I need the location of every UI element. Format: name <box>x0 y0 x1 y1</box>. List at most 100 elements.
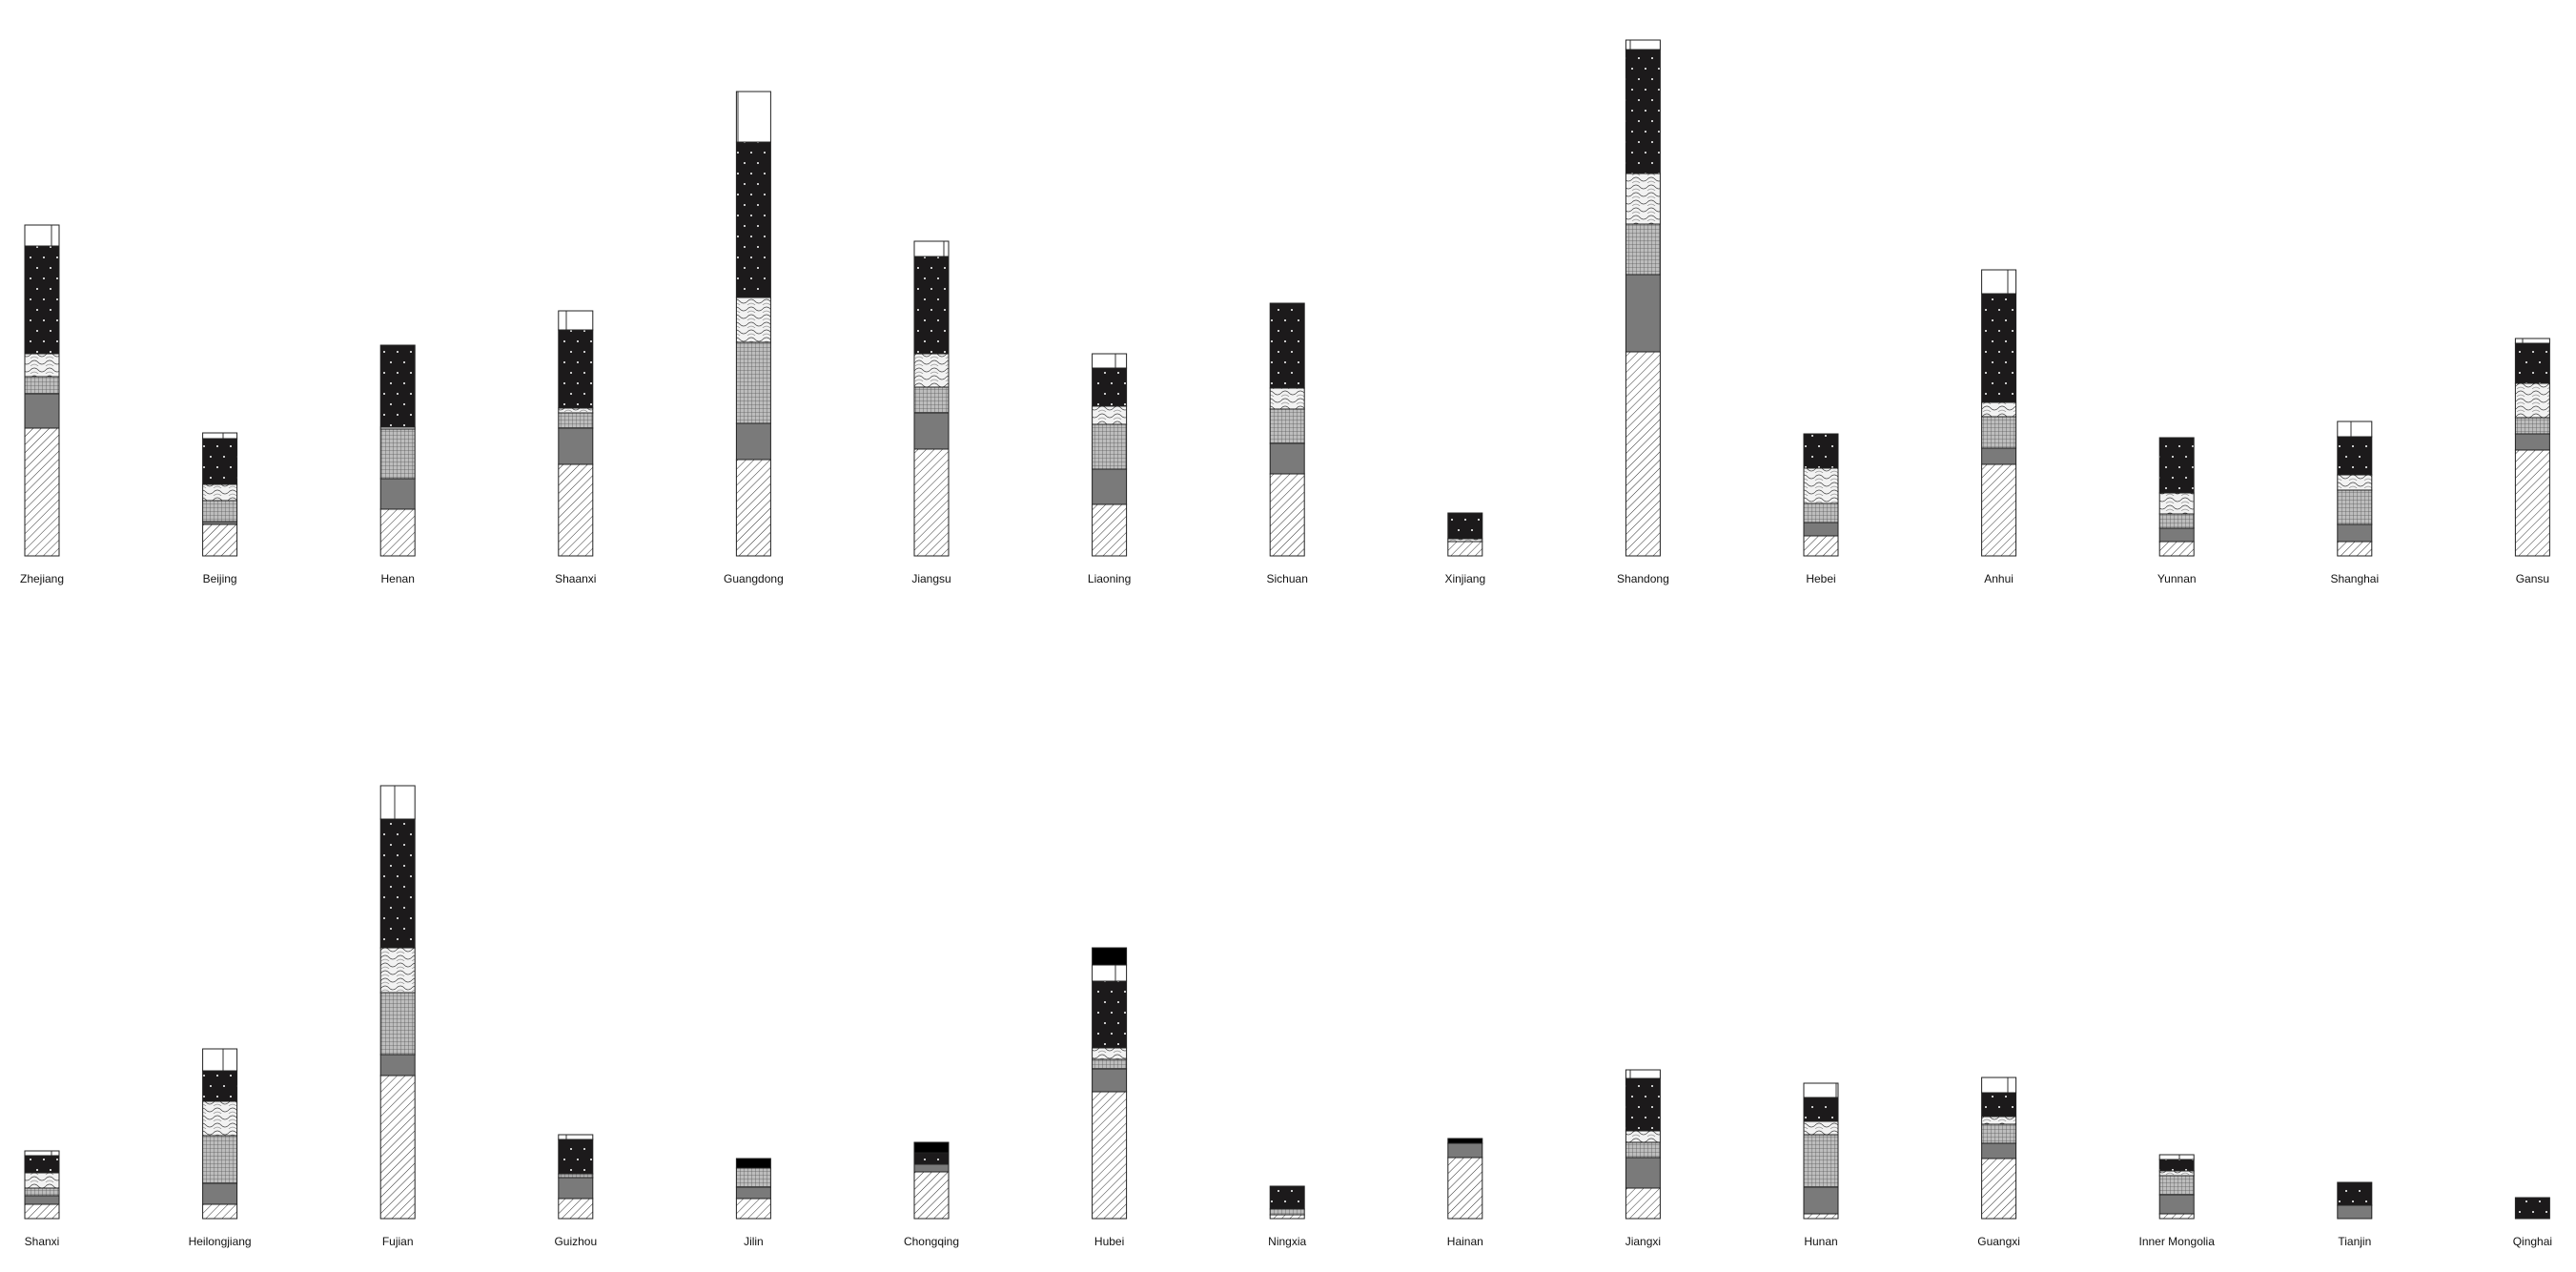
bar-inner-mongolia <box>2158 1154 2195 1220</box>
bar-segment <box>24 245 60 355</box>
bar-segment <box>24 427 60 557</box>
bar-segment <box>1803 1120 1839 1136</box>
bar-yunnan <box>2158 437 2195 557</box>
bar-segment <box>1092 367 1128 407</box>
bar-segment <box>1625 1077 1661 1132</box>
bar-segment <box>1269 1185 1305 1210</box>
bar-segment <box>2337 1204 2373 1220</box>
bar-segment <box>1803 503 1839 523</box>
bar-segment <box>24 1150 60 1157</box>
category-label: Ningxia <box>1268 1235 1306 1248</box>
category-label: Qinghai <box>2513 1235 2552 1248</box>
bar-segment <box>2337 523 2373 543</box>
bar-henan <box>379 344 416 557</box>
bar-guangxi <box>1981 1077 2017 1220</box>
bar-segment <box>1269 442 1305 475</box>
category-label: Liaoning <box>1088 572 1131 585</box>
bar-segment <box>2158 1154 2195 1160</box>
bar-segment <box>913 448 950 557</box>
bar-jiangxi <box>1625 1069 1661 1220</box>
category-label: Jiangxi <box>1625 1235 1661 1248</box>
bar-segment <box>2514 382 2550 419</box>
bar-segment <box>1447 1142 1483 1159</box>
category-label: Hebei <box>1806 572 1835 585</box>
bar-segment <box>379 1054 416 1077</box>
category-label: Tianjin <box>2338 1235 2371 1248</box>
category-label: Jiangsu <box>911 572 951 585</box>
bar-segment <box>558 1134 594 1140</box>
bar-segment <box>1092 947 1128 966</box>
bar-hunan <box>1803 1082 1839 1220</box>
bar-segment <box>1981 1092 2017 1118</box>
category-label: Guangxi <box>1977 1235 2020 1248</box>
bar-segment <box>2337 436 2373 476</box>
category-label: Heilongjiang <box>189 1235 252 1248</box>
bar-segment <box>379 428 416 480</box>
bar-segment <box>1803 1186 1839 1215</box>
bar-segment <box>2514 1197 2550 1220</box>
bar-segment <box>24 1187 60 1197</box>
bar-segment <box>913 1163 950 1173</box>
bar-segment <box>1092 405 1128 425</box>
bar-chongqing <box>913 1141 950 1220</box>
bar-segment <box>202 500 238 523</box>
bar-segment <box>558 329 594 409</box>
bar-segment <box>24 393 60 429</box>
bar-segment <box>24 224 60 247</box>
bar-segment <box>202 1135 238 1184</box>
bar-shandong <box>1625 39 1661 557</box>
bar-segment <box>202 438 238 485</box>
bar-segment <box>2158 1194 2195 1215</box>
bar-guangdong <box>735 91 771 557</box>
bar-segment <box>735 341 771 424</box>
bar-segment <box>1625 173 1661 225</box>
bar-hebei <box>1803 433 1839 557</box>
bar-segment <box>735 1198 771 1220</box>
bar-segment <box>913 386 950 414</box>
bar-segment <box>913 256 950 355</box>
bar-segment <box>2337 541 2373 557</box>
bar-segment <box>1981 1123 2017 1144</box>
bar-jilin <box>735 1158 771 1220</box>
bar-segment <box>1092 1047 1128 1060</box>
category-label: Hainan <box>1447 1235 1483 1248</box>
category-label: Hunan <box>1804 1235 1837 1248</box>
bar-segment <box>379 1075 416 1220</box>
bar-segment <box>1981 1116 2017 1125</box>
bar-segment <box>2514 417 2550 435</box>
category-label: Hubei <box>1094 1235 1124 1248</box>
bar-segment <box>1803 522 1839 537</box>
bar-segment <box>2158 527 2195 543</box>
bar-segment <box>558 1177 594 1200</box>
bar-segment <box>2158 1213 2195 1220</box>
bar-segment <box>913 1141 950 1154</box>
bar-segment <box>24 1155 60 1174</box>
bar-segment <box>1092 468 1128 505</box>
bar-segment <box>1803 1213 1839 1220</box>
bar-segment <box>1625 49 1661 174</box>
bar-segment <box>913 1152 950 1165</box>
bar-segment <box>1269 387 1305 410</box>
category-label: Gansu <box>2516 572 2549 585</box>
bar-xinjiang <box>1447 512 1483 557</box>
category-label: Xinjiang <box>1444 572 1485 585</box>
bar-qinghai <box>2514 1197 2550 1220</box>
bar-segment <box>202 432 238 440</box>
bar-fujian <box>379 785 416 1220</box>
bar-segment <box>735 1158 771 1169</box>
bar-segment <box>735 422 771 461</box>
bar-segment <box>1447 1157 1483 1220</box>
bar-jiangsu <box>913 240 950 557</box>
bar-zhejiang <box>24 224 60 557</box>
bar-segment <box>558 1139 594 1175</box>
bar-segment <box>2158 492 2195 515</box>
bar-segment <box>2514 342 2550 384</box>
bar-segment <box>202 483 238 502</box>
category-label: Inner Mongolia <box>2139 1235 2216 1248</box>
bar-segment <box>1092 1091 1128 1220</box>
bar-segment <box>24 376 60 395</box>
bar-segment <box>735 297 771 343</box>
bar-segment <box>1981 401 2017 418</box>
bar-segment <box>379 818 416 949</box>
